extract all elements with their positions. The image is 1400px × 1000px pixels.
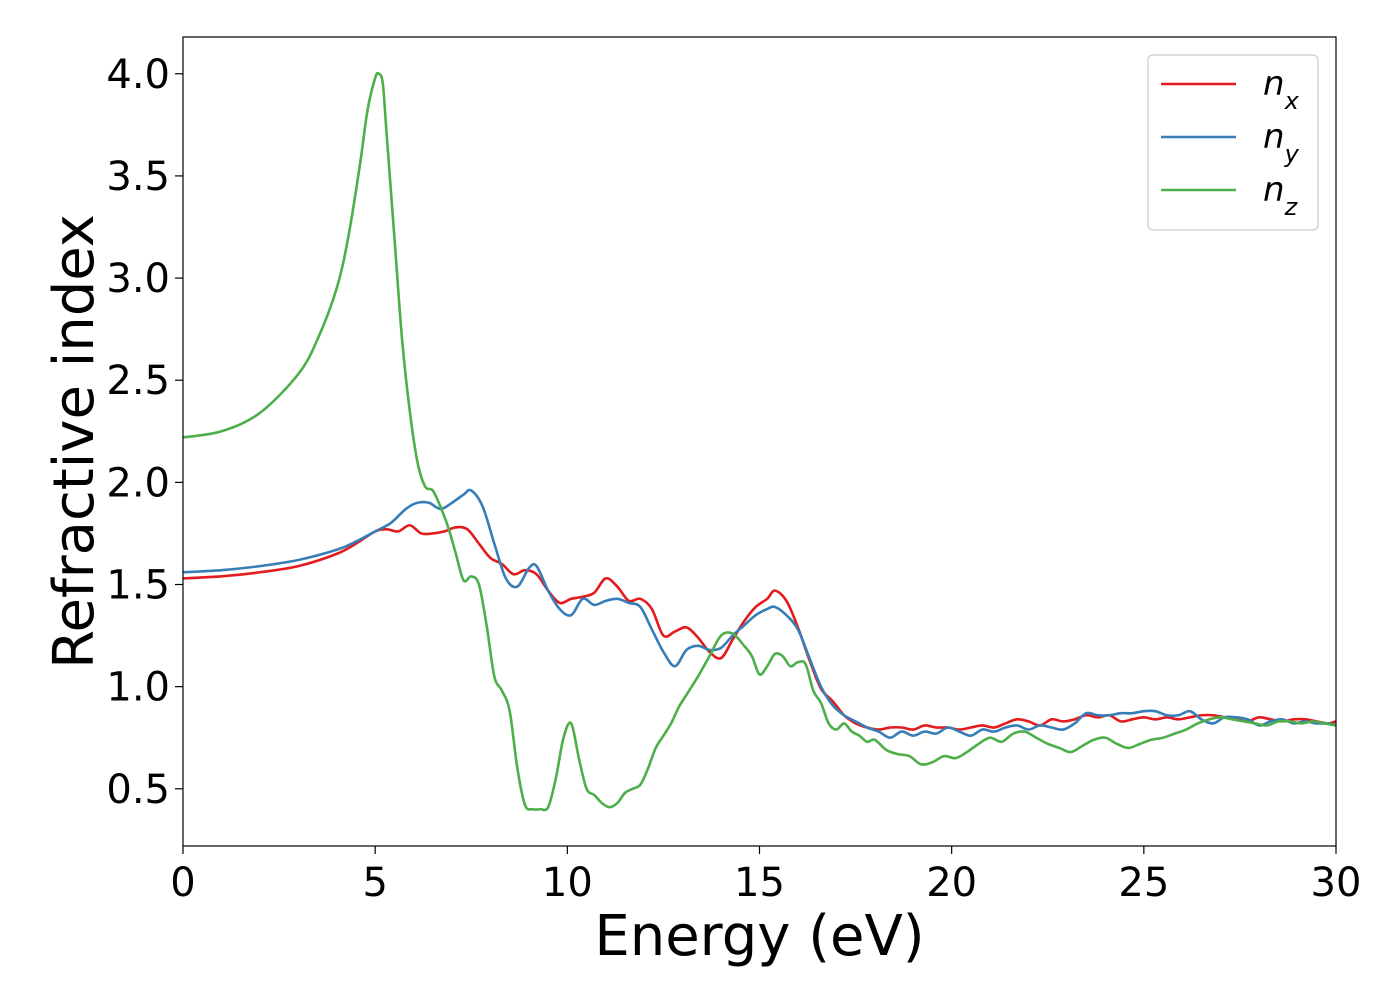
x-tick-label: 5: [362, 860, 387, 906]
y-tick-label: 3.0: [106, 256, 170, 302]
legend-label-n-z: nz: [1263, 170, 1299, 221]
y-axis-label: Refractive index: [42, 214, 107, 669]
x-tick-label: 30: [1311, 860, 1362, 906]
x-tick-label: 20: [926, 860, 977, 906]
y-tick-label: 1.0: [106, 665, 170, 711]
legend-label-n-x: nx: [1263, 64, 1300, 115]
x-axis-label: Energy (eV): [594, 904, 924, 969]
legend-box: [1147, 54, 1319, 231]
y-tick-label: 3.5: [106, 154, 170, 200]
y-tick-label: 0.5: [106, 767, 170, 813]
axis-ticks: 0 5 10 15 20 25 30 0.5 1.0 1.5 2.0 2.5 3.0 3.5 4.0: [106, 52, 1361, 906]
y-tick-label: 1.5: [106, 563, 170, 609]
y-tick-label: 2.5: [106, 358, 170, 404]
series-line-n-z: [183, 71, 1336, 812]
series-line-n-y: [183, 488, 1336, 740]
series-layer: [183, 71, 1336, 812]
x-tick-label: 10: [542, 860, 593, 906]
legend-label-n-y: ny: [1263, 117, 1300, 168]
y-tick-label: 4.0: [106, 52, 170, 98]
x-tick-label: 0: [170, 860, 195, 906]
x-tick-label: 15: [734, 860, 785, 906]
x-tick-label: 25: [1118, 860, 1169, 906]
y-tick-label: 2.0: [106, 460, 170, 506]
